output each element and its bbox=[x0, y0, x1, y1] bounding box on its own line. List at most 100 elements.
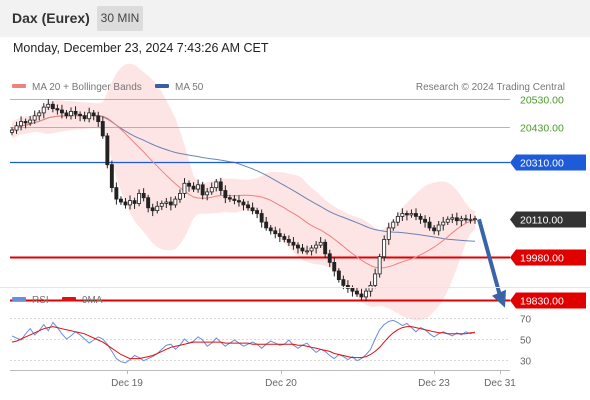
x-tick-label: Dec 19 bbox=[111, 378, 143, 389]
candle bbox=[214, 179, 219, 192]
candle bbox=[41, 103, 46, 119]
ma9-legend-swatch bbox=[62, 297, 76, 301]
candle-body bbox=[173, 198, 178, 206]
candle-body bbox=[41, 106, 46, 114]
candle-body bbox=[78, 113, 82, 117]
candle bbox=[445, 216, 450, 225]
candle bbox=[19, 116, 23, 131]
price-level-tag-3: 20110.00 bbox=[510, 211, 586, 228]
price-level-tag-bg bbox=[510, 211, 586, 228]
candle-body bbox=[187, 182, 191, 187]
bollinger-band-area bbox=[12, 63, 475, 321]
candle bbox=[327, 249, 332, 267]
candle-body bbox=[28, 119, 33, 124]
candle-body bbox=[350, 287, 355, 292]
candle bbox=[23, 118, 28, 129]
candle-body bbox=[332, 261, 337, 272]
candle-body bbox=[150, 207, 155, 212]
candle-body bbox=[155, 205, 160, 212]
candle-body bbox=[327, 253, 332, 263]
candle bbox=[459, 215, 464, 227]
candle-body bbox=[368, 284, 373, 292]
candle bbox=[286, 235, 291, 246]
candle-body bbox=[236, 200, 241, 203]
candle bbox=[209, 182, 214, 195]
candle bbox=[373, 268, 378, 289]
candle-body bbox=[305, 250, 309, 253]
candle-body bbox=[132, 200, 137, 204]
candle-body bbox=[50, 103, 55, 110]
x-tick-label: Dec 20 bbox=[265, 378, 297, 389]
candle bbox=[137, 189, 141, 207]
candle bbox=[82, 111, 87, 122]
candle-body bbox=[341, 279, 346, 286]
candle-body bbox=[200, 184, 205, 196]
candle-body bbox=[441, 221, 446, 226]
candle-body bbox=[19, 121, 23, 127]
candle-body bbox=[246, 204, 250, 209]
candle-body bbox=[268, 227, 273, 232]
candle-body bbox=[60, 109, 64, 114]
candle bbox=[55, 104, 60, 115]
candle bbox=[177, 189, 182, 203]
price-level-tag-5: 19830.00 bbox=[510, 292, 586, 309]
candle-body bbox=[196, 184, 200, 190]
chart-datetime: Monday, December 23, 2024 7:43:26 AM CET bbox=[13, 41, 269, 55]
candle-body bbox=[454, 217, 459, 222]
candle bbox=[345, 280, 350, 293]
candle bbox=[9, 127, 14, 136]
candle bbox=[73, 106, 78, 119]
candle-body bbox=[223, 190, 228, 199]
candle-body bbox=[273, 230, 278, 235]
candle-body bbox=[318, 241, 323, 246]
candle-body bbox=[119, 198, 123, 203]
candle bbox=[78, 111, 82, 122]
candle-body bbox=[323, 241, 328, 255]
candle-body bbox=[141, 192, 146, 199]
candle bbox=[305, 245, 309, 255]
ma50-legend-swatch bbox=[155, 84, 169, 88]
candle-body bbox=[46, 103, 51, 108]
candle-body bbox=[418, 215, 423, 220]
candle bbox=[291, 237, 296, 250]
candle bbox=[472, 215, 477, 224]
candle bbox=[336, 268, 341, 283]
candle-body bbox=[14, 125, 19, 131]
candle bbox=[141, 188, 146, 202]
candle bbox=[341, 275, 346, 290]
candle bbox=[236, 195, 241, 207]
candle bbox=[223, 185, 228, 204]
candle bbox=[227, 194, 232, 202]
ma9-legend-label: 9MA bbox=[82, 295, 103, 306]
candle bbox=[323, 239, 328, 258]
candle bbox=[32, 110, 37, 124]
candle bbox=[187, 180, 191, 192]
rsi-legend-label: RSI bbox=[32, 295, 49, 306]
candle-body bbox=[114, 187, 119, 200]
candle-body bbox=[282, 236, 287, 240]
candle-body bbox=[64, 112, 69, 117]
candle-body bbox=[364, 290, 368, 298]
candle-body bbox=[386, 227, 391, 240]
candle bbox=[400, 208, 405, 221]
candle bbox=[46, 99, 51, 110]
candle-body bbox=[404, 213, 409, 216]
candle-body bbox=[100, 121, 105, 137]
candle-body bbox=[127, 200, 132, 206]
price-level-label-1: 20430.00 bbox=[520, 123, 564, 135]
candle-body bbox=[377, 256, 382, 275]
price-level-tag-bg bbox=[510, 292, 586, 309]
candle bbox=[436, 220, 441, 236]
timeframe-button[interactable]: 30 MIN bbox=[97, 6, 143, 31]
candle bbox=[109, 160, 114, 193]
candle bbox=[196, 179, 200, 193]
candle bbox=[69, 107, 73, 120]
bollinger-bands bbox=[12, 63, 475, 321]
candle bbox=[318, 237, 323, 248]
candle bbox=[364, 288, 368, 302]
candle bbox=[37, 110, 42, 121]
candle bbox=[155, 201, 160, 214]
candle bbox=[463, 214, 468, 223]
candle bbox=[277, 228, 282, 242]
